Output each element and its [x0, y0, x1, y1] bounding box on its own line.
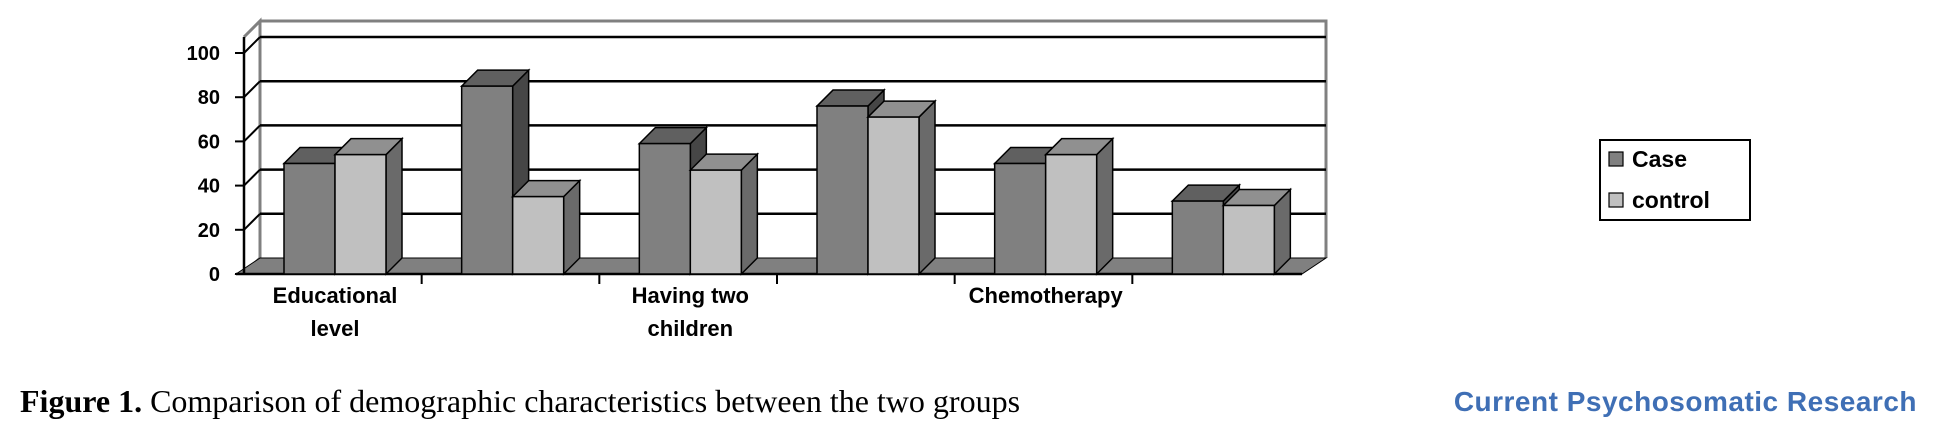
figure-caption-label: Figure 1.: [20, 383, 143, 419]
legend-swatch-control: [1608, 192, 1624, 208]
category-labels: Educational level Having two children Chemot…: [273, 283, 1124, 341]
legend-label-control: control: [1632, 187, 1710, 213]
chart-walls: [242, 17, 1328, 276]
bar-control-2: [511, 195, 565, 275]
bar-case-3: [638, 142, 692, 275]
axes: [235, 37, 1302, 284]
y-tick-labels: 0 20 40 60 80 100: [187, 43, 220, 286]
y-tick-label: 80: [198, 87, 220, 109]
bar-control-1: [334, 153, 387, 275]
back-wall: [260, 19, 1328, 258]
category-label: level: [311, 316, 360, 341]
y-tick-label: 40: [198, 176, 220, 198]
gridline-side: [243, 80, 261, 98]
bar-case-1: [283, 162, 336, 275]
gridline-side: [243, 213, 261, 231]
bar-marks: [282, 68, 1293, 276]
category-label: Having two: [632, 283, 749, 308]
bar-chart: 0 20 40 60 80 100 Educational level Having two c…: [187, 17, 1751, 341]
gridline-side: [243, 124, 261, 143]
category-label: Chemotherapy: [969, 283, 1124, 308]
left-wall: [242, 17, 262, 276]
gridline-side: [243, 168, 261, 187]
category-label: children: [648, 316, 734, 341]
bar-case-2: [460, 85, 514, 275]
legend-frame: [1599, 139, 1751, 221]
legend: Case control: [1599, 139, 1751, 221]
gridline-side: [243, 36, 261, 54]
bar-side: [740, 152, 759, 276]
y-tick-label: 0: [209, 264, 220, 286]
bar-side: [1095, 136, 1114, 276]
y-tick-label: 60: [198, 131, 220, 153]
figure-caption-text: Comparison of demographic characteristic…: [142, 383, 1021, 419]
bar-side: [918, 99, 936, 276]
legend-swatch-case: [1608, 151, 1624, 167]
bar-case-5: [993, 162, 1047, 275]
y-tick-label: 100: [187, 43, 220, 65]
bar-case-4: [816, 105, 869, 275]
category-label: Educational: [273, 283, 398, 308]
journal-brand: Current Psychosomatic Research: [1453, 386, 1917, 417]
bar-side: [385, 136, 403, 276]
y-tick-label: 20: [198, 220, 220, 242]
bar-control-6: [1222, 204, 1276, 275]
bar-control-5: [1044, 153, 1098, 275]
bar-control-3: [689, 169, 743, 275]
bar-control-4: [867, 116, 920, 275]
legend-label-case: Case: [1632, 146, 1687, 172]
gridlines: [243, 35, 1326, 231]
figure-caption: Figure 1. Comparison of demographic char…: [20, 383, 1020, 420]
bar-case-6: [1171, 200, 1225, 275]
